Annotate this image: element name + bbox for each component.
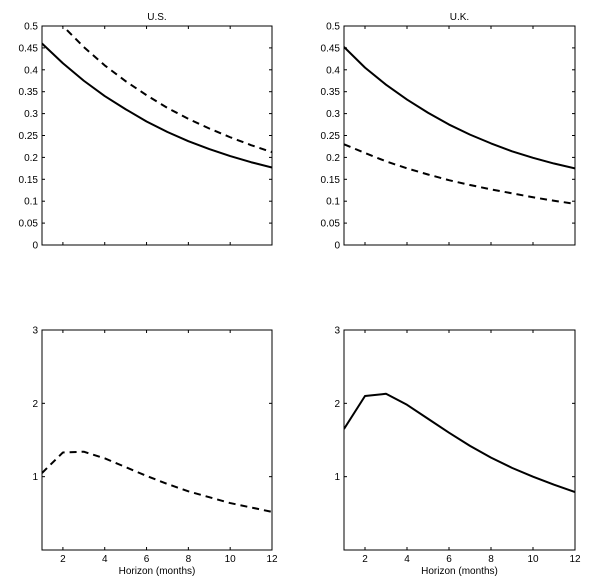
series-line-solid [42, 42, 272, 169]
y-tick-label: 0.3 [24, 109, 38, 120]
x-tick-label: 2 [362, 554, 368, 565]
panel-us: 0 0.05 0.1 0.15 0.2 0.25 0.3 0.35 0.4 0.45 0.5 U.S. [19, 12, 273, 252]
y-tick-label: 2 [32, 399, 38, 410]
x-tick-label: 10 [527, 554, 539, 565]
y-tick-label: 0.2 [326, 153, 340, 164]
y-tick-label: 1 [334, 472, 340, 483]
y-tick-label: 0.35 [19, 87, 39, 98]
x-tick-label: 8 [186, 554, 192, 565]
y-tick-label: 0.15 [19, 175, 39, 186]
axes-box [343, 25, 576, 246]
y-tick-label: 0.35 [321, 87, 341, 98]
y-tick-label: 0.4 [326, 65, 340, 76]
series-line-solid [344, 46, 575, 170]
y-tick-label: 0.1 [24, 197, 38, 208]
series-line-dashed [61, 26, 272, 154]
series-line-dashed [344, 143, 575, 205]
y-tick-label: 0.1 [326, 197, 340, 208]
x-tick-label: 6 [446, 554, 452, 565]
y-tick-label: 0.4 [24, 65, 38, 76]
x-tick-label: 12 [266, 554, 278, 565]
x-tick-label: 8 [488, 554, 494, 565]
y-tick-label: 0.45 [19, 43, 39, 54]
x-tick-label: 2 [60, 554, 66, 565]
panel-title: U.S. [147, 12, 166, 23]
series-line-dashed [42, 450, 272, 513]
y-tick-label: 3 [334, 326, 340, 337]
y-tick-label: 0.15 [321, 175, 341, 186]
y-tick-label: 0.5 [24, 22, 38, 33]
y-tick-label: 0 [334, 241, 340, 252]
y-tick-label: 0.2 [24, 153, 38, 164]
x-tick-label: 4 [404, 554, 410, 565]
x-tick-label: 10 [225, 554, 237, 565]
y-tick-label: 0.45 [321, 43, 341, 54]
y-tick-label: 0.25 [321, 131, 341, 142]
axes-box [41, 329, 273, 551]
panel-uk: 0 0.05 0.1 0.15 0.2 0.25 0.3 0.35 0.4 0.45 0.5 U.K. [321, 12, 576, 252]
y-tick-label: 0.5 [326, 22, 340, 33]
x-axis-label: Horizon (months) [421, 566, 498, 577]
y-tick-label: 1 [32, 472, 38, 483]
x-axis-label: Horizon (months) [119, 566, 196, 577]
y-tick-label: 3 [32, 326, 38, 337]
y-tick-label: 0.05 [321, 219, 341, 230]
panel-title: U.K. [450, 12, 469, 23]
y-tick-label: 2 [334, 399, 340, 410]
y-tick-label: 0.05 [19, 219, 39, 230]
axes-box [343, 329, 576, 551]
y-tick-label: 0.3 [326, 109, 340, 120]
y-tick-label: 0 [32, 241, 38, 252]
x-tick-label: 4 [102, 554, 108, 565]
series-line-solid [344, 392, 575, 494]
x-tick-label: 6 [144, 554, 150, 565]
y-tick-label: 0.25 [19, 131, 39, 142]
axes-box [41, 25, 273, 246]
x-tick-label: 12 [569, 554, 581, 565]
